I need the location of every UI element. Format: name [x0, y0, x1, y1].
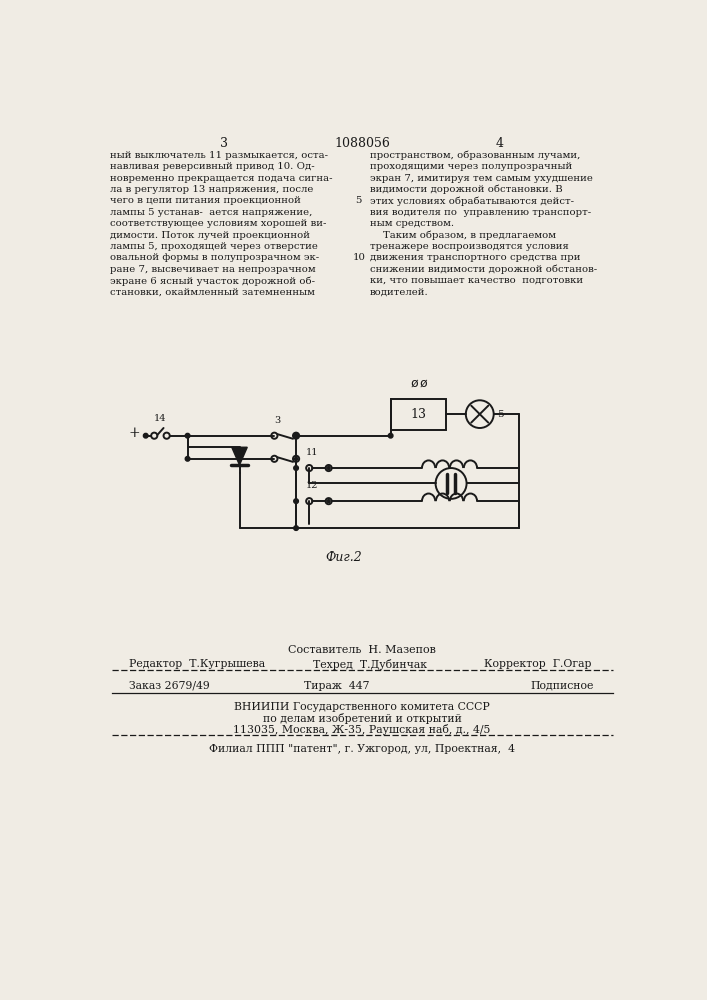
Circle shape: [295, 434, 298, 437]
Text: ране 7, высвечивает на непрозрачном: ране 7, высвечивает на непрозрачном: [110, 265, 316, 274]
Text: навливая реверсивный привод 10. Од-: навливая реверсивный привод 10. Од-: [110, 162, 315, 171]
Text: 5: 5: [497, 410, 503, 419]
Text: 1088056: 1088056: [334, 137, 390, 150]
Text: Редактор  Т.Кугрышева: Редактор Т.Кугрышева: [129, 659, 265, 669]
Text: ный выключатель 11 размыкается, оста-: ный выключатель 11 размыкается, оста-: [110, 151, 328, 160]
Text: по делам изобретений и открытий: по делам изобретений и открытий: [262, 713, 462, 724]
Text: Техред  Т.Дубинчак: Техред Т.Дубинчак: [313, 659, 427, 670]
Text: ла в регулятор 13 напряжения, после: ла в регулятор 13 напряжения, после: [110, 185, 313, 194]
Text: димости. Поток лучей проекционной: димости. Поток лучей проекционной: [110, 231, 310, 240]
Circle shape: [327, 500, 330, 503]
Text: экране 6 ясный участок дорожной об-: экране 6 ясный участок дорожной об-: [110, 276, 315, 286]
Text: вия водителя по  управлению транспорт-: вия водителя по управлению транспорт-: [370, 208, 591, 217]
Circle shape: [293, 499, 298, 503]
Polygon shape: [232, 447, 247, 465]
Text: ВНИИПИ Государственного комитета СССР: ВНИИПИ Государственного комитета СССР: [234, 702, 490, 712]
Text: этих условиях обрабатываются дейст-: этих условиях обрабатываются дейст-: [370, 196, 573, 206]
Text: 3: 3: [274, 416, 281, 425]
Circle shape: [293, 466, 298, 470]
Circle shape: [388, 433, 393, 438]
Text: 10: 10: [352, 253, 366, 262]
Text: овальной формы в полупрозрачном эк-: овальной формы в полупрозрачном эк-: [110, 253, 319, 262]
Text: ø: ø: [419, 376, 427, 389]
Text: снижении видимости дорожной обстанов-: снижении видимости дорожной обстанов-: [370, 265, 597, 274]
Circle shape: [185, 433, 190, 438]
Text: 4: 4: [495, 137, 503, 150]
Circle shape: [293, 526, 298, 530]
Text: водителей.: водителей.: [370, 288, 428, 297]
Text: 113035, Москва, Ж-35, Раушская наб, д., 4/5: 113035, Москва, Ж-35, Раушская наб, д., …: [233, 724, 491, 735]
Text: 3: 3: [220, 137, 228, 150]
Text: +: +: [129, 426, 140, 440]
Text: соответствующее условиям хорошей ви-: соответствующее условиям хорошей ви-: [110, 219, 327, 228]
Text: движения транспортного средства при: движения транспортного средства при: [370, 253, 580, 262]
Text: 11: 11: [305, 448, 318, 457]
Text: проходящими через полупрозрачный: проходящими через полупрозрачный: [370, 162, 572, 171]
Text: видимости дорожной обстановки. В: видимости дорожной обстановки. В: [370, 185, 562, 194]
Text: ным средством.: ным средством.: [370, 219, 454, 228]
Text: лампы 5, проходящей через отверстие: лампы 5, проходящей через отверстие: [110, 242, 318, 251]
Text: ки, что повышает качество  подготовки: ки, что повышает качество подготовки: [370, 276, 583, 285]
Text: экран 7, имитируя тем самым ухудшение: экран 7, имитируя тем самым ухудшение: [370, 174, 592, 183]
Text: Подписное: Подписное: [530, 681, 593, 691]
Text: новременно прекращается подача сигна-: новременно прекращается подача сигна-: [110, 174, 332, 183]
Circle shape: [293, 433, 298, 438]
Circle shape: [185, 456, 190, 461]
Bar: [391, 399, 446, 430]
Text: Заказ 2679/49: Заказ 2679/49: [129, 681, 209, 691]
Text: тренажере воспроизводятся условия: тренажере воспроизводятся условия: [370, 242, 568, 251]
Text: Тираж  447: Тираж 447: [303, 681, 369, 691]
Circle shape: [327, 466, 330, 470]
Text: пространством, образованным лучами,: пространством, образованным лучами,: [370, 151, 580, 160]
Text: Таким образом, в предлагаемом: Таким образом, в предлагаемом: [370, 231, 556, 240]
Text: становки, окаймленный затемненным: становки, окаймленный затемненным: [110, 288, 315, 297]
Text: 5: 5: [356, 196, 362, 205]
Text: 13: 13: [411, 408, 426, 421]
Text: 14: 14: [154, 414, 167, 423]
Text: лампы 5 устанав-  ается напряжение,: лампы 5 устанав- ается напряжение,: [110, 208, 312, 217]
Text: чего в цепи питания проекционной: чего в цепи питания проекционной: [110, 196, 301, 205]
Text: 12: 12: [305, 481, 318, 490]
Text: Фиг.2: Фиг.2: [326, 551, 363, 564]
Text: Филиал ППП "патент", г. Ужгород, ул, Проектная,  4: Филиал ППП "патент", г. Ужгород, ул, Про…: [209, 744, 515, 754]
Circle shape: [295, 457, 298, 460]
Text: Составитель  Н. Мазепов: Составитель Н. Мазепов: [288, 645, 436, 655]
Text: Корректор  Г.Огар: Корректор Г.Огар: [484, 659, 591, 669]
Text: ø: ø: [410, 376, 418, 389]
Circle shape: [144, 433, 148, 438]
